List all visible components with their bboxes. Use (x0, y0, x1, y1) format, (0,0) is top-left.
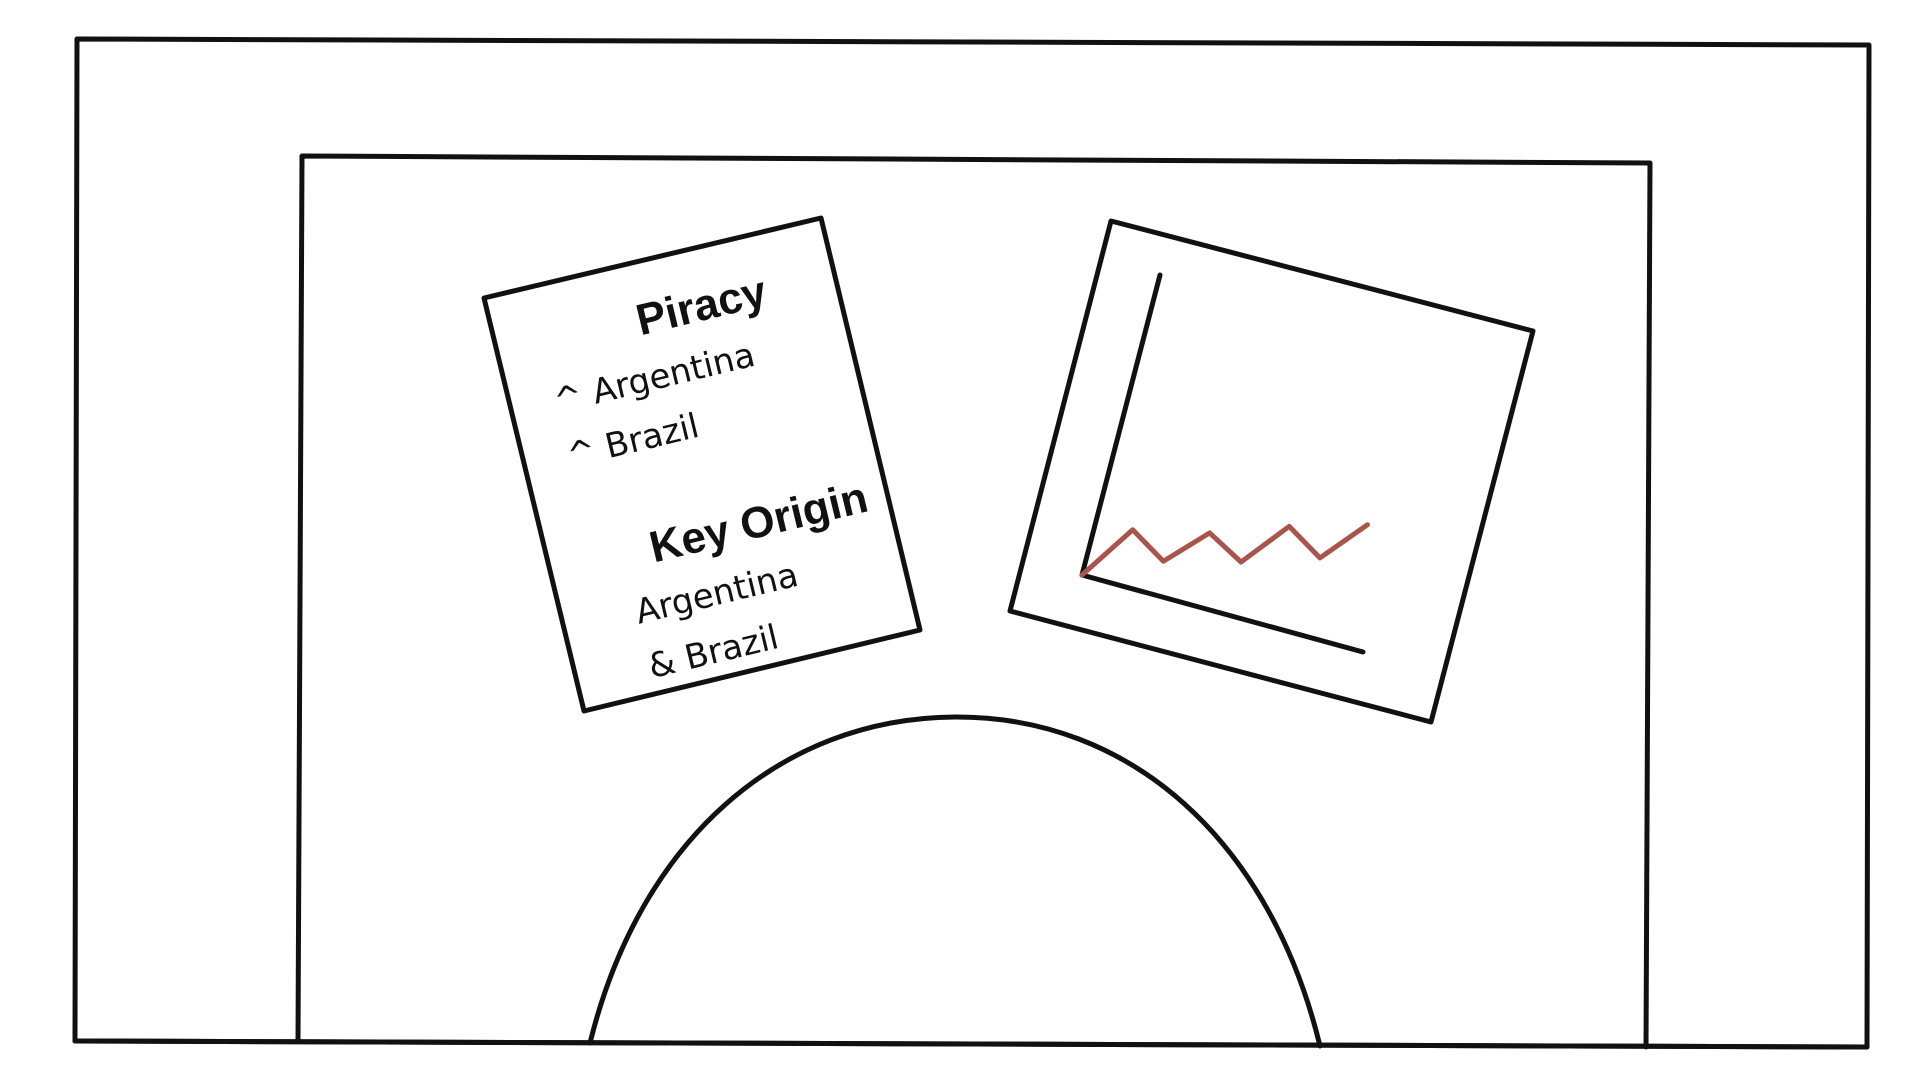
chart-trend-line (1079, 522, 1370, 578)
chart-plot-area (1079, 522, 1370, 578)
inner-board-frame (295, 153, 1653, 1050)
chart-card-border (1007, 218, 1536, 725)
note-line-brazil-up: ^ Brazil (563, 406, 703, 476)
outer-wall-frame (72, 36, 1872, 1050)
presenter-head (587, 714, 1323, 1049)
note-heading-piracy: Piracy (631, 267, 771, 346)
note-card-border (481, 215, 923, 714)
floor-line (72, 1038, 1870, 1050)
note-line-argentina-up: ^ Argentina (550, 335, 759, 422)
chart-card (1007, 218, 1536, 725)
note-line-brazil: & Brazil (645, 617, 783, 687)
note-heading-key-origin: Key Origin (645, 473, 873, 573)
note-card: Piracy ^ Argentina ^ Brazil Key Origin A… (481, 215, 923, 714)
chart-y-axis (1079, 272, 1163, 578)
chart-x-axis (1079, 572, 1366, 655)
